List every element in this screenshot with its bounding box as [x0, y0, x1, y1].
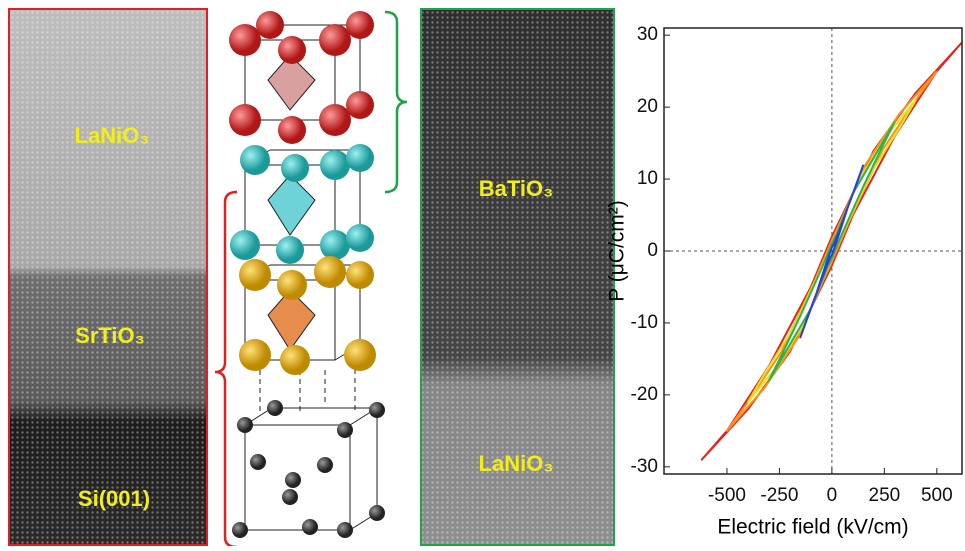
stem-left-panel: LaNiO₃ SrTiO₃ Si(001): [9, 9, 207, 545]
x-tick-label: -500: [708, 485, 746, 506]
y-tick-label: 20: [637, 96, 658, 117]
y-tick-label: -30: [631, 456, 658, 477]
x-tick-label: 500: [921, 485, 953, 506]
y-tick-label: 10: [637, 168, 658, 189]
y-tick-label: 30: [637, 24, 658, 45]
stem-label: Si(001): [78, 486, 150, 511]
stem-label: SrTiO₃: [75, 323, 145, 348]
stem-label: LaNiO₃: [75, 123, 150, 148]
x-tick-label: 0: [827, 485, 838, 506]
x-tick-label: -250: [760, 485, 798, 506]
stem-label: LaNiO₃: [479, 451, 554, 476]
y-axis-label: P (μC/cm²): [606, 200, 629, 302]
figure: LaNiO₃ SrTiO₃ Si(001) BaTiO₃ LaNiO₃ -3: [0, 0, 965, 546]
stem-right-panel: BaTiO₃ LaNiO₃: [421, 9, 614, 545]
x-tick-label: 250: [869, 485, 901, 506]
chart: -30 -20 -10 0 10 20 30 -500 -250 0 250 500 Electric …: [606, 24, 962, 538]
x-axis-label: Electric field (kV/cm): [717, 516, 908, 539]
y-tick-label: 0: [647, 240, 658, 261]
y-tick-label: -10: [631, 312, 658, 333]
stem-label: BaTiO₃: [479, 176, 554, 201]
bracket: [385, 12, 407, 192]
y-tick-label: -20: [631, 384, 658, 405]
crystal-structure: [229, 11, 385, 538]
